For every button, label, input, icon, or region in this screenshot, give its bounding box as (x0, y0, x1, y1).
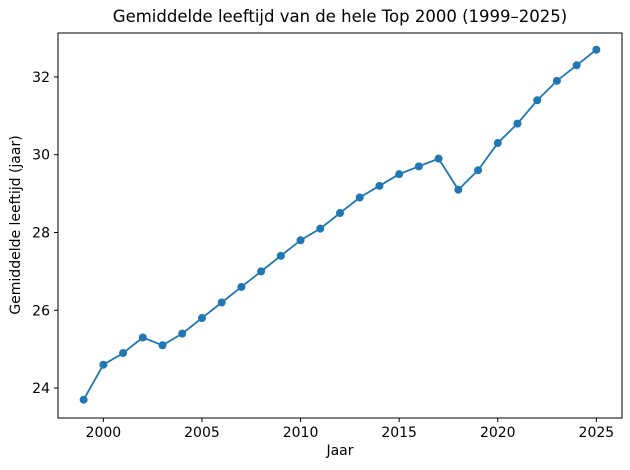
y-tick-label: 28 (32, 226, 50, 242)
data-point (513, 119, 522, 128)
y-tick-label: 32 (32, 70, 50, 86)
data-point (572, 61, 581, 70)
x-tick-label: 2005 (184, 425, 220, 441)
data-point (355, 193, 364, 202)
data-point (217, 298, 226, 307)
data-point (336, 209, 344, 218)
data-point (138, 333, 147, 342)
data-point (434, 154, 443, 163)
data-point (178, 329, 187, 338)
axes-spines (57, 32, 623, 419)
x-tick-label: 2000 (86, 425, 122, 441)
data-point (552, 76, 561, 85)
data-point (474, 166, 483, 175)
x-tick-label: 2020 (480, 425, 516, 441)
data-point (237, 282, 246, 291)
data-point (493, 139, 502, 148)
chart-title: Gemiddelde leeftijd van de hele Top 2000… (112, 7, 568, 26)
data-point (79, 395, 88, 404)
x-tick-label: 2010 (283, 425, 319, 441)
data-point (276, 251, 285, 260)
data-point (592, 45, 601, 54)
x-tick-label: 2015 (381, 425, 417, 441)
data-point (296, 236, 305, 245)
data-point (414, 162, 423, 171)
y-tick-label: 26 (32, 303, 50, 319)
data-point (99, 360, 108, 369)
data-point (533, 96, 542, 105)
data-point (257, 267, 266, 276)
data-point (375, 181, 384, 190)
data-point (119, 349, 128, 358)
y-tick-label: 30 (32, 148, 50, 164)
x-tick-label: 2025 (579, 425, 615, 441)
data-point (158, 341, 167, 350)
data-point (395, 170, 404, 179)
data-point (316, 224, 325, 233)
data-point (197, 314, 206, 323)
data-point (454, 185, 463, 194)
x-axis-label: Jaar (326, 443, 354, 459)
y-tick-label: 24 (32, 381, 50, 397)
